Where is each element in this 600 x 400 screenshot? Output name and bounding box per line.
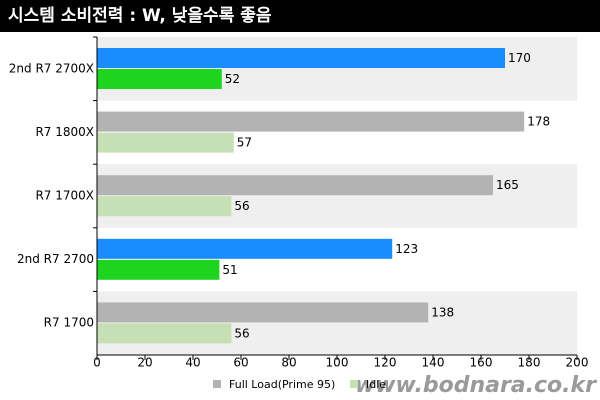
bar — [97, 238, 393, 259]
bar — [97, 196, 232, 217]
x-tick-label: 120 — [374, 356, 397, 370]
bar — [97, 132, 234, 153]
x-tick-label: 0 — [93, 356, 101, 370]
header-bar — [0, 0, 600, 32]
bar — [97, 48, 505, 68]
y-tick-label: R7 1800X — [35, 125, 94, 139]
value-label: 170 — [508, 51, 531, 65]
value-label: 57 — [237, 136, 252, 150]
value-label: 56 — [234, 326, 249, 340]
legend-swatch — [213, 380, 221, 388]
value-label: 51 — [222, 263, 237, 277]
legend-label: Full Load(Prime 95) — [229, 378, 335, 391]
bar — [97, 323, 232, 344]
legend-swatch — [350, 380, 358, 388]
chart-title: 시스템 소비전력 : W, 낮을수록 좋음 — [8, 6, 272, 26]
x-tick-label: 140 — [422, 356, 445, 370]
x-tick-label: 40 — [185, 356, 200, 370]
legend-label: Idle — [366, 378, 386, 391]
bar — [97, 259, 220, 280]
plot-bands — [97, 37, 577, 355]
value-label: 52 — [225, 72, 240, 86]
watermark: www.bodnara.co.kr — [355, 373, 597, 398]
value-label: 138 — [431, 305, 454, 319]
bar — [97, 302, 429, 323]
x-tick-label: 160 — [470, 356, 493, 370]
x-tick-label: 200 — [566, 356, 589, 370]
value-label: 123 — [395, 242, 418, 256]
x-tick-label: 20 — [137, 356, 152, 370]
band-bg — [97, 164, 577, 228]
bar — [97, 69, 222, 89]
value-label: 178 — [527, 115, 550, 129]
y-tick-label: 2nd R7 2700 — [17, 252, 94, 266]
band-bg — [97, 37, 577, 101]
y-tick-label: R7 1700X — [35, 189, 94, 203]
y-tick-label: 2nd R7 2700X — [9, 61, 94, 75]
x-tick-label: 60 — [233, 356, 248, 370]
bar — [97, 175, 493, 196]
value-label: 56 — [234, 199, 249, 213]
band-bg — [97, 291, 577, 355]
x-tick-label: 100 — [326, 356, 349, 370]
x-tick-label: 180 — [518, 356, 541, 370]
value-label: 165 — [496, 178, 519, 192]
x-tick-label: 80 — [281, 356, 296, 370]
y-tick-label: R7 1700 — [44, 316, 94, 330]
bar — [97, 111, 525, 132]
